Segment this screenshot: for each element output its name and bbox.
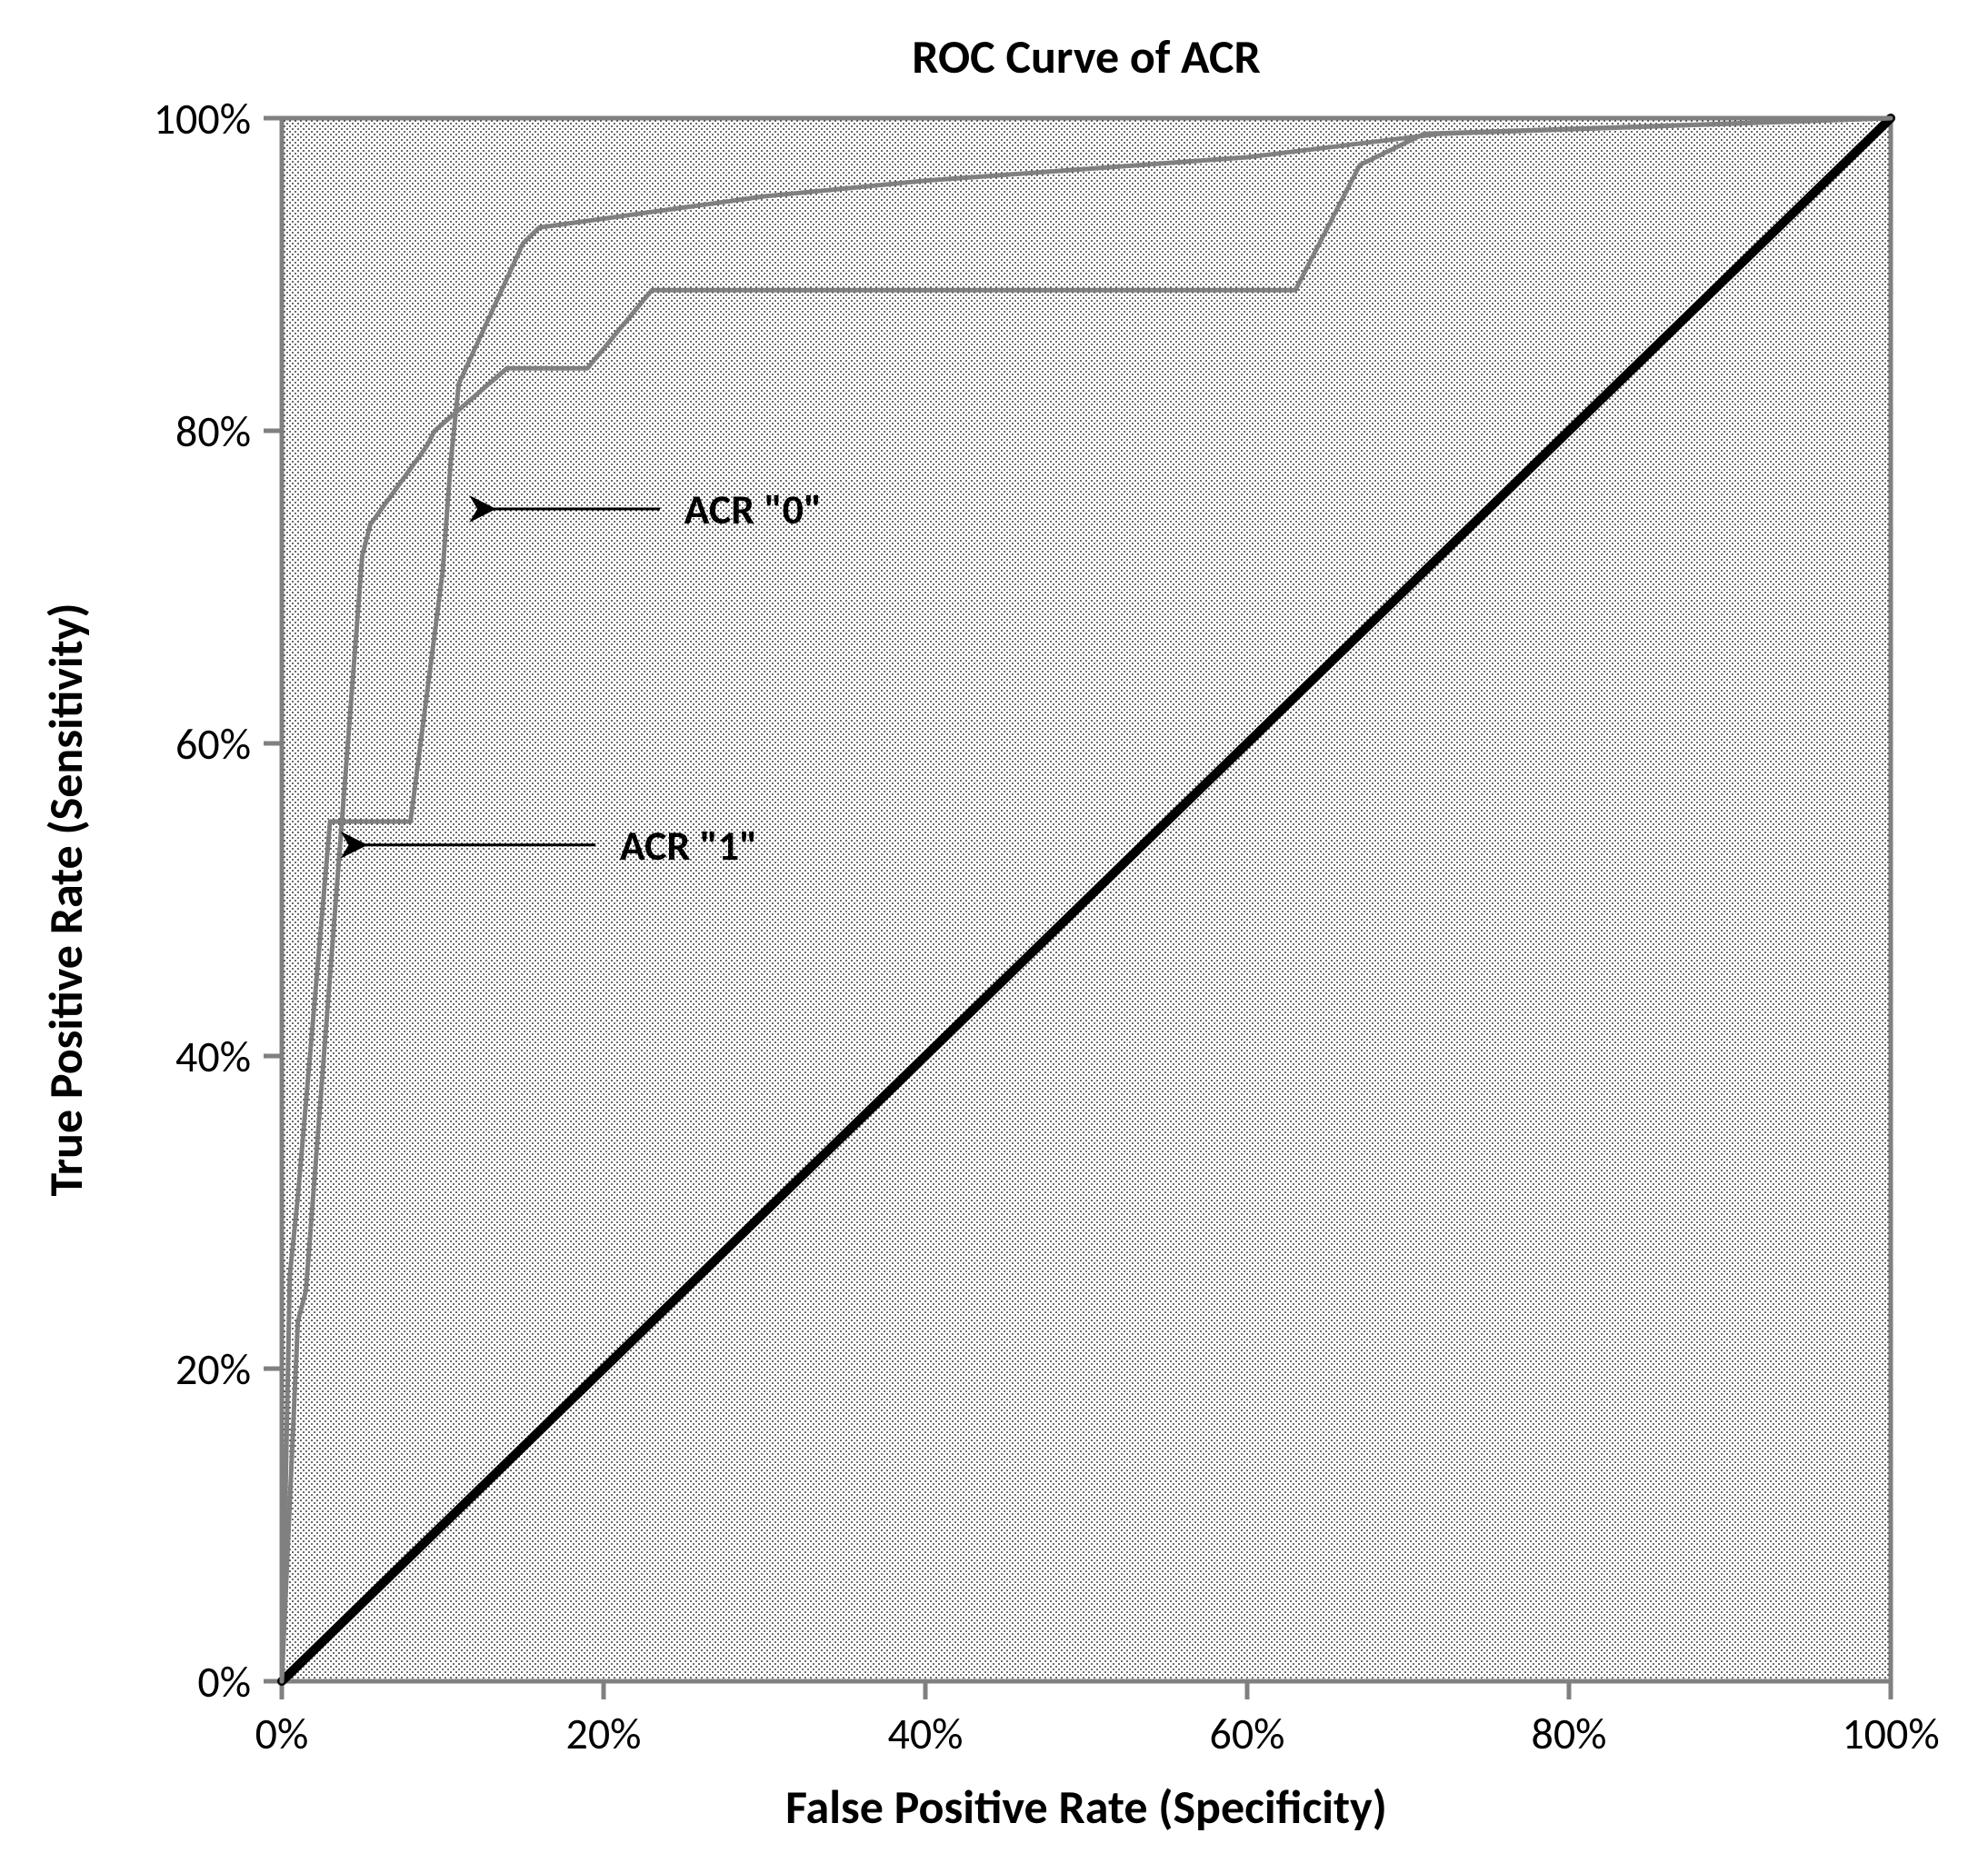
x-tick-label: 80% xyxy=(1532,1707,1607,1760)
y-tick-label: 80% xyxy=(175,404,251,458)
y-tick-label: 0% xyxy=(197,1655,251,1709)
x-tick-label: 100% xyxy=(1842,1707,1939,1760)
x-tick-label: 60% xyxy=(1210,1707,1285,1760)
y-tick-label: 60% xyxy=(175,717,251,771)
annotation-label: ACR "1" xyxy=(620,821,758,872)
chart-title: ROC Curve of ACR xyxy=(912,27,1261,85)
y-axis-label: True Positive Rate (Sensitivity) xyxy=(36,603,95,1196)
roc-chart: 0% 20% 40% 60% 80% 100% 0% 20% 40% 60% 80% 100% ACR … xyxy=(0,0,1988,1873)
roc-svg: 0% 20% 40% 60% 80% 100% 0% 20% 40% 60% 80% 100% ACR … xyxy=(0,0,1988,1873)
x-axis-label: False Positive Rate (Specificity) xyxy=(785,1778,1387,1836)
x-tick-label: 0% xyxy=(255,1707,309,1760)
x-tick-label: 20% xyxy=(566,1707,642,1760)
y-tick-label: 100% xyxy=(154,92,251,145)
annotation-label: ACR "0" xyxy=(684,484,823,535)
x-tick-label: 40% xyxy=(888,1707,964,1760)
y-tick-label: 20% xyxy=(175,1342,251,1396)
y-tick-label: 40% xyxy=(175,1030,251,1083)
